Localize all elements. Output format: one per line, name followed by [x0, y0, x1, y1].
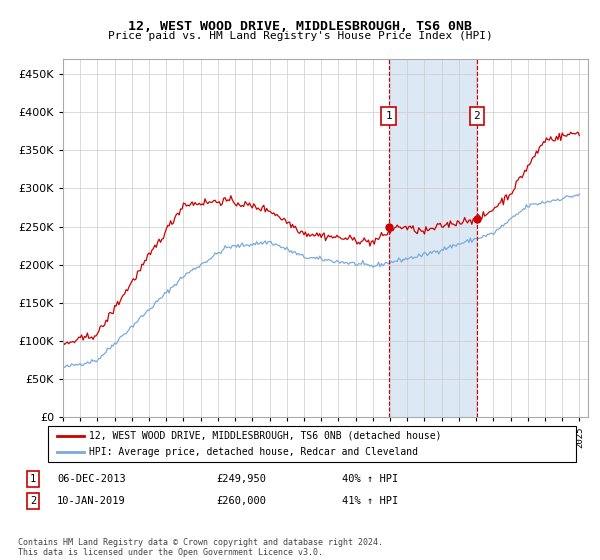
Text: £260,000: £260,000 [216, 496, 266, 506]
Text: 12, WEST WOOD DRIVE, MIDDLESBROUGH, TS6 0NB: 12, WEST WOOD DRIVE, MIDDLESBROUGH, TS6 … [128, 20, 472, 32]
Bar [389, 59, 477, 417]
Text: 2: 2 [30, 496, 36, 506]
Text: 1: 1 [30, 474, 36, 484]
Text: 12, WEST WOOD DRIVE, MIDDLESBROUGH, TS6 0NB (detached house): 12, WEST WOOD DRIVE, MIDDLESBROUGH, TS6 … [89, 431, 442, 441]
Text: Contains HM Land Registry data © Crown copyright and database right 2024.
This d: Contains HM Land Registry data © Crown c… [18, 538, 383, 557]
Text: HPI: Average price, detached house, Redcar and Cleveland: HPI: Average price, detached house, Redc… [89, 447, 418, 457]
Text: £249,950: £249,950 [216, 474, 266, 484]
Text: Price paid vs. HM Land Registry's House Price Index (HPI): Price paid vs. HM Land Registry's House … [107, 31, 493, 41]
Text: 2: 2 [473, 111, 480, 121]
Text: 40% ↑ HPI: 40% ↑ HPI [342, 474, 398, 484]
Text: 1: 1 [385, 111, 392, 121]
Text: 10-JAN-2019: 10-JAN-2019 [57, 496, 126, 506]
Text: 06-DEC-2013: 06-DEC-2013 [57, 474, 126, 484]
Text: 41% ↑ HPI: 41% ↑ HPI [342, 496, 398, 506]
